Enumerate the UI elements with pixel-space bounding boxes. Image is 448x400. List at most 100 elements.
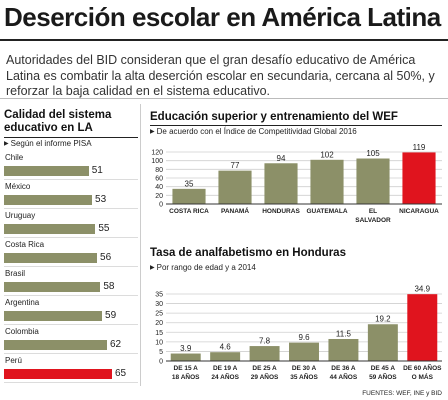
category-label: COSTA RICA [169,208,209,215]
pisa-row: Argentina 59 [4,298,138,326]
pisa-row: Colombia 62 [4,327,138,355]
pisa-row-separator [4,266,138,267]
bar [310,159,344,204]
data-label: 35 [185,179,194,188]
data-label: 94 [277,154,286,163]
data-label: 11.5 [336,329,352,338]
pisa-row-separator [4,179,138,180]
category-label: NICARAGUA [399,208,439,215]
pisa-value-label: 56 [100,252,112,263]
data-label: 34.9 [414,285,430,294]
category-label: DE 15 A [174,365,199,372]
y-tick-label: 0 [159,202,163,209]
y-tick-label: 80 [155,167,163,174]
pisa-value-label: 65 [115,368,127,379]
pisa-country-label: Chile [5,153,24,162]
pisa-row: Chile 51 [4,153,138,181]
y-tick-label: 20 [155,193,163,200]
y-tick-label: 20 [155,320,163,327]
category-label: DE 25 A [252,365,277,372]
bar [172,188,206,204]
bar [367,324,398,361]
pisa-row-separator [4,353,138,354]
y-tick-label: 0 [159,359,163,366]
y-tick-label: 10 [155,339,163,346]
category-label: SALVADOR [355,217,391,224]
bar [356,158,390,204]
pisa-bar [4,311,103,321]
pisa-row-separator [4,295,138,296]
data-label: 105 [366,149,380,158]
category-label: DE 19 A [213,365,238,372]
pisa-country-label: México [5,182,31,191]
y-tick-label: 30 [155,301,163,308]
category-label: EL [369,208,377,215]
pisa-value-label: 53 [95,194,107,205]
category-label: DE 30 A [292,365,317,372]
pisa-value-label: 62 [110,339,122,350]
pisa-value-label: 51 [91,165,103,176]
bar [218,170,252,204]
category-label: 44 AÑOS [330,372,358,381]
y-tick-label: 25 [155,311,163,318]
bar [328,338,359,361]
y-tick-label: 100 [151,158,163,165]
y-tick-label: 5 [159,349,163,356]
pisa-country-label: Argentina [5,298,40,307]
data-label: 9.6 [298,333,310,342]
category-label: HONDURAS [262,208,300,215]
category-label: 59 AÑOS [369,372,397,381]
pisa-title-rule [4,137,138,138]
category-label: 24 AÑOS [211,372,239,381]
pisa-row: México 53 [4,182,138,210]
pisa-value-label: 59 [105,310,117,321]
pisa-row: Brasil 58 [4,269,138,297]
pisa-country-label: Perú [5,356,22,365]
category-label: DE 60 AÑOS [403,363,442,372]
category-label: GUATEMALA [306,208,347,215]
category-label: O MÁS [412,372,434,381]
pisa-bar [4,340,107,350]
data-label: 3.9 [180,344,192,353]
pisa-row-separator [4,208,138,209]
wef-title-rule [150,125,442,126]
illiteracy-chart: 0 5 10 15 20 25 30 35 3.9 DE 15 A18 AÑOS 4.6 DE 19 … [155,285,442,381]
pisa-chart-title: Calidad del sistema educativo en LA [4,109,112,134]
pisa-bar [4,224,96,234]
intro-text: Autoridades del BID consideran que el gr… [6,53,435,98]
pisa-bar [4,253,98,263]
bar [170,353,201,361]
pisa-row: Costa Rica 56 [4,240,138,268]
bar [289,342,319,361]
pisa-country-label: Brasil [5,269,26,278]
category-label: 18 AÑOS [172,372,200,381]
pisa-row: Perú 65 [4,356,138,384]
pisa-bar [4,195,93,205]
bar [210,352,241,361]
pisa-country-label: Colombia [5,327,39,336]
pisa-value-label: 55 [98,223,110,234]
pisa-row-separator [4,382,138,383]
category-label: DE 36 A [331,365,356,372]
pisa-bar [4,282,101,292]
y-tick-label: 35 [155,292,163,299]
pisa-bar [4,369,112,379]
bar [249,346,280,361]
y-tick-label: 120 [151,150,163,157]
category-label: 29 AÑOS [251,372,279,381]
pisa-bar [4,166,89,176]
data-label: 19.2 [375,315,391,324]
pisa-value-label: 58 [103,281,115,292]
pisa-row: Uruguay 55 [4,211,138,239]
y-tick-label: 40 [155,184,163,191]
y-tick-label: 15 [155,330,163,337]
bar [402,152,436,204]
illiteracy-chart-title: Tasa de analfabetismo en Honduras [150,247,346,259]
pisa-row-separator [4,237,138,238]
page-title: Deserción escolar en América Latina [4,2,441,32]
data-label: 4.6 [220,343,232,352]
data-label: 102 [320,150,334,159]
y-tick-label: 60 [155,176,163,183]
data-label: 7.8 [259,337,271,346]
